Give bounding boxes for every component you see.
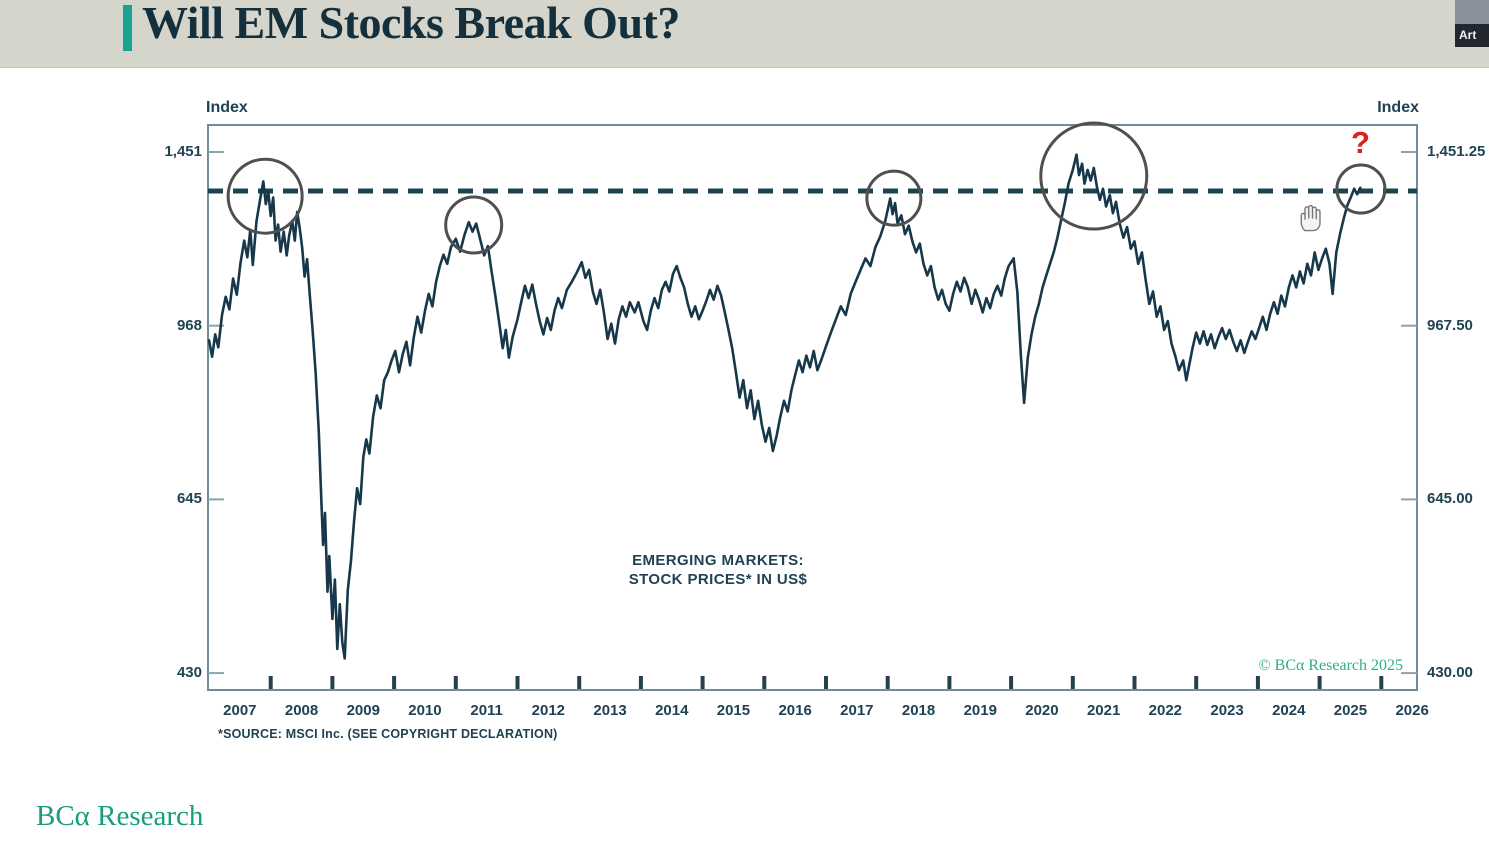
x-axis-year-label: 2009 [346, 702, 380, 719]
question-mark-annotation: ? [1350, 125, 1370, 161]
x-axis-year-label: 2012 [531, 702, 566, 719]
slide-title: Will EM Stocks Break Out? [142, 0, 680, 48]
series-annotation: EMERGING MARKETS: STOCK PRICES* IN US$ [558, 551, 878, 589]
x-axis-year-label: 2015 [716, 702, 751, 719]
series-annotation-line1: EMERGING MARKETS: [632, 552, 804, 569]
y-axis-tick-label-left: 430 [176, 664, 202, 682]
x-axis-year-label: 2018 [901, 702, 936, 719]
plot-border [207, 124, 1418, 691]
y-axis-tick-label-left: 968 [176, 316, 202, 334]
x-axis-year-label: 2010 [408, 702, 442, 719]
em-price-line [207, 153, 1362, 660]
bca-research-logo: BCα Research [36, 800, 204, 832]
x-axis-year-label: 2008 [284, 702, 319, 719]
peak-circle-annotation [1039, 121, 1149, 231]
x-axis-year-label: 2019 [963, 702, 997, 719]
y-axis-tick-label-right: 1,451.25 [1427, 143, 1486, 160]
hand-cursor-shape [1300, 204, 1321, 232]
y-axis-tick-label-right: 967.50 [1427, 316, 1473, 334]
x-axis-year-label: 2011 [470, 702, 503, 719]
y-axis-tick-label-right: 430.00 [1427, 664, 1473, 682]
x-axis-year-label: 2021 [1086, 702, 1121, 719]
source-note: *SOURCE: MSCI Inc. (SEE COPYRIGHT DECLAR… [218, 727, 558, 741]
hand-cursor-icon [1300, 204, 1321, 232]
x-axis-year-label: 2024 [1272, 702, 1306, 719]
x-axis-year-label: 2017 [840, 702, 874, 719]
y-axis-tick-label-right: 645.00 [1427, 490, 1473, 508]
x-axis-year-label: 2013 [593, 702, 627, 719]
y-axis-title-right: Index [1377, 99, 1419, 116]
peak-circle-annotation [226, 157, 304, 235]
x-axis-year-label: 2025 [1333, 702, 1368, 719]
peak-circle-annotation [865, 169, 923, 227]
participant-video-tile[interactable]: Art [1455, 0, 1489, 47]
y-axis-tick-label-left: 1,451 [164, 143, 202, 160]
x-axis-year-label: 2016 [778, 702, 812, 719]
x-axis-year-label: 2020 [1025, 702, 1059, 719]
peak-circle-annotation [444, 195, 504, 255]
x-axis-year-label: 2014 [655, 702, 689, 719]
x-axis-year-label: 2023 [1210, 702, 1244, 719]
title-accent-bar [123, 5, 132, 51]
y-axis-title-left: Index [206, 99, 248, 116]
copyright-note: © BCα Research 2025 [1258, 657, 1403, 674]
x-axis-year-label: 2026 [1395, 702, 1429, 719]
x-axis-year-label: 2022 [1148, 702, 1183, 719]
slide-header: Will EM Stocks Break Out? [0, 0, 1489, 68]
x-axis-year-label: 2007 [223, 702, 257, 719]
y-axis-tick-label-left: 645 [176, 490, 202, 508]
series-annotation-line2: STOCK PRICES* IN US$ [628, 571, 808, 588]
peak-circle-annotation [1335, 163, 1387, 215]
participant-name-label: Art [1455, 24, 1489, 47]
